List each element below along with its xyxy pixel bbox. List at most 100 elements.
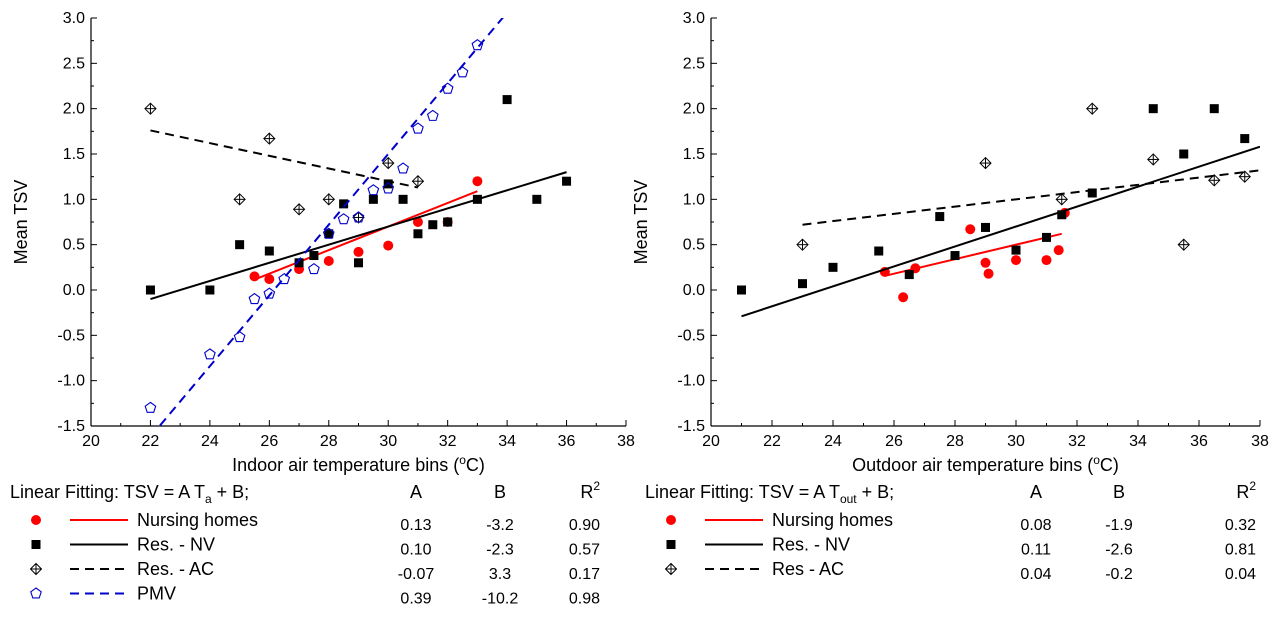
y-tick-label: 2.5 — [683, 55, 705, 72]
legend-marker-pmv — [30, 587, 42, 599]
point-nv — [1011, 245, 1021, 255]
point-nv — [1209, 104, 1219, 114]
point-nv — [1087, 188, 1097, 198]
x-tick-label: 20 — [82, 433, 100, 450]
legend-marker-ac — [29, 562, 43, 576]
point-pmv — [233, 330, 246, 343]
point-nv — [1042, 232, 1051, 242]
legend-title: Linear Fitting: TSV = A Tout + B; — [645, 482, 894, 506]
point-nv — [235, 240, 245, 250]
legend-title-sub: a — [205, 492, 212, 506]
point-nursing — [965, 224, 976, 235]
legend-r2-pmv: 0.98 — [569, 591, 600, 608]
legend-col-r: R — [1236, 482, 1249, 502]
legend-marker-nursing — [31, 515, 41, 525]
y-tick-label: -0.5 — [677, 327, 705, 344]
x-tick-label: 28 — [320, 433, 338, 450]
point-pmv — [382, 182, 395, 194]
point-nv — [383, 179, 393, 189]
legend-r2-ac: 0.04 — [1225, 566, 1256, 583]
point-nv — [981, 222, 990, 232]
x-axis-title: Indoor air temperature bins (oC) — [232, 453, 485, 475]
point-nv — [532, 194, 542, 204]
point-nursing — [898, 292, 909, 303]
x-tick-label: 34 — [498, 433, 516, 450]
legend-col-r-sup: 2 — [593, 479, 600, 493]
legend-b-nursing: -1.9 — [1105, 517, 1133, 534]
point-nv — [472, 194, 482, 204]
point-nv — [737, 285, 746, 295]
legend-title-end: + B; — [857, 482, 895, 502]
legend-b-ac: 3.3 — [489, 566, 511, 583]
point-nursing — [983, 268, 994, 279]
y-tick-label: -1.0 — [57, 373, 85, 390]
legend-b-ac: -0.2 — [1105, 566, 1133, 583]
x-axis-title-end: C) — [466, 455, 485, 475]
point-ac — [352, 211, 365, 224]
point-nv — [145, 285, 155, 295]
point-nursing — [472, 176, 483, 187]
y-tick-label: 1.5 — [63, 146, 85, 163]
x-axis-title-sup: o — [1093, 453, 1100, 467]
legend-r2-nursing: 0.90 — [569, 517, 600, 534]
legend-1: Linear Fitting: TSV = A Ta + B; A B R2 Nursi… — [10, 479, 600, 608]
legend-marker-nv — [666, 540, 676, 549]
legend-title-end: + B; — [212, 482, 250, 502]
plot-area — [737, 102, 1260, 318]
point-ac — [411, 174, 425, 188]
chart-1: 20 22 24 26 28 30 32 34 36 38 -1.5 -1.0 -0.5 0.0 0.5 1.… — [10, 10, 635, 608]
x-axis-title-main: Outdoor air temperature bins ( — [852, 455, 1093, 475]
point-ac — [233, 193, 246, 206]
point-ac — [292, 203, 306, 216]
point-pmv — [144, 401, 157, 413]
point-ac — [263, 132, 276, 145]
point-nursing — [412, 217, 423, 227]
point-pmv — [278, 272, 291, 285]
point-pmv — [352, 211, 365, 223]
point-nv — [339, 199, 349, 209]
point-pmv — [397, 162, 409, 174]
x-axis-title-sup: o — [459, 453, 466, 467]
y-tick-label: -0.5 — [57, 327, 85, 344]
point-ac — [1055, 193, 1068, 206]
y-tick-label: 3.0 — [683, 10, 705, 27]
legend-a-pmv: 0.39 — [400, 591, 431, 608]
point-nv — [904, 270, 914, 280]
point-nursing — [1041, 255, 1052, 266]
legend-name-nursing: Nursing homes — [137, 510, 258, 530]
point-pmv — [412, 122, 424, 134]
legend-a-ac: -0.07 — [398, 566, 435, 583]
fit-line-nv — [150, 171, 567, 301]
x-tick-label: 26 — [260, 433, 278, 450]
x-tick-label: 22 — [763, 433, 781, 450]
x-tick-label: 36 — [1190, 433, 1208, 450]
y-tick-label: -1.5 — [57, 418, 85, 435]
legend-col-a: A — [410, 482, 422, 502]
legend-col-r2: R2 — [580, 479, 600, 502]
point-pmv — [337, 213, 350, 225]
point-nv — [950, 251, 960, 261]
y-axis-title: Mean TSV — [11, 180, 31, 265]
fit-line-nursing — [254, 190, 478, 281]
legend-name-ac: Res. - AC — [137, 559, 214, 579]
x-axis-title: Outdoor air temperature bins (oC) — [852, 453, 1119, 475]
legend-a-nursing: 0.13 — [400, 517, 431, 534]
legend-a-ac: 0.04 — [1020, 566, 1051, 583]
legend-row-nursing: Nursing homes 0.08 -1.9 0.32 — [666, 510, 1256, 534]
series-nursing — [879, 207, 1070, 303]
x-tick-label: 20 — [702, 433, 720, 450]
legend-marker-nv — [31, 540, 41, 549]
y-axis-title: Mean TSV — [631, 180, 651, 265]
y-tick-label: 0.5 — [683, 237, 705, 254]
chart-2: 20 22 24 26 28 30 32 34 36 38 -1.5 -1.0 -0.5 0.0 0.5 1.… — [631, 10, 1269, 583]
x-axis-title-end: C) — [1100, 455, 1119, 475]
point-nursing — [264, 274, 275, 285]
point-ac — [322, 193, 335, 206]
point-nv — [264, 246, 274, 256]
point-ac — [1177, 238, 1190, 251]
y-tick-label: 1.0 — [683, 191, 705, 208]
series-pmv — [144, 18, 504, 426]
x-axis-title-main: Indoor air temperature bins ( — [232, 455, 459, 475]
point-nv — [798, 279, 807, 289]
legend-title: Linear Fitting: TSV = A Ta + B; — [10, 482, 249, 506]
